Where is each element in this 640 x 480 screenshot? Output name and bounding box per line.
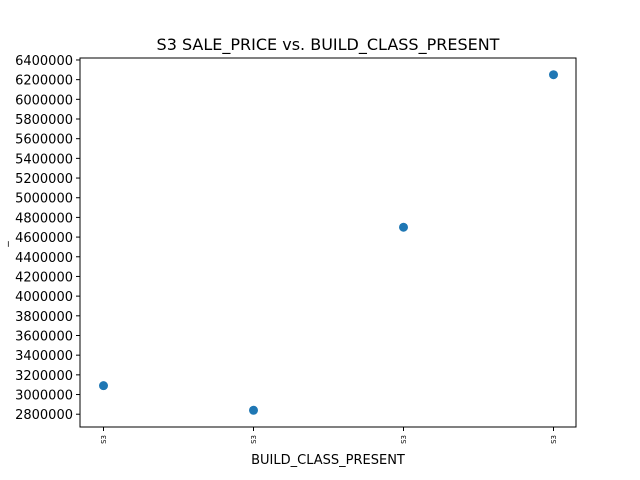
x-tick-label: S3 (100, 435, 108, 444)
chart-title: S3 SALE_PRICE vs. BUILD_CLASS_PRESENT (157, 35, 500, 55)
x-axis-ticks: S3 S3 S3 S3 (100, 427, 558, 444)
y-tick-label: 5800000 (15, 113, 73, 128)
scatter-point (249, 405, 258, 415)
x-tick-label: S3 (250, 435, 258, 444)
y-tick-label: 4400000 (15, 251, 73, 266)
y-tick-label: 5400000 (15, 152, 73, 167)
x-tick-label: S3 (400, 435, 408, 444)
y-axis-label: _ (0, 241, 9, 248)
y-tick-label: 4200000 (15, 270, 73, 285)
y-tick-label: 2800000 (15, 408, 73, 423)
y-tick-label: 6400000 (15, 54, 73, 69)
x-tick-label: S3 (550, 435, 558, 444)
y-tick-label: 3200000 (15, 369, 73, 384)
y-tick-label: 6200000 (15, 74, 73, 89)
y-tick-label: 5600000 (15, 133, 73, 148)
y-axis-ticks: 2800000 3000000 3200000 3400000 3600000 38000… (15, 54, 80, 423)
scatter-point (99, 381, 108, 391)
data-points (99, 70, 558, 415)
y-tick-label: 4000000 (15, 290, 73, 305)
scatter-point (399, 222, 408, 232)
y-tick-label: 6000000 (15, 93, 73, 108)
scatter-point (549, 70, 558, 80)
x-axis-label: BUILD_CLASS_PRESENT (251, 453, 405, 468)
y-tick-label: 3000000 (15, 389, 73, 404)
y-tick-label: 3600000 (15, 329, 73, 344)
y-tick-label: 5200000 (15, 172, 73, 187)
y-tick-label: 5000000 (15, 192, 73, 207)
y-tick-label: 4800000 (15, 211, 73, 226)
y-tick-label: 3800000 (15, 310, 73, 325)
y-tick-label: 4600000 (15, 231, 73, 246)
plot-area (79, 57, 577, 428)
y-tick-label: 3400000 (15, 349, 73, 364)
